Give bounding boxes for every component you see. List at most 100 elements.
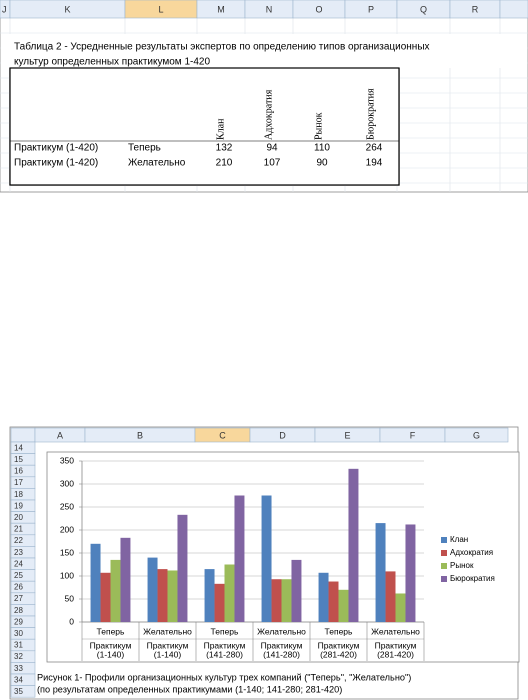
x-group-label: (1-140) — [97, 649, 125, 659]
table-cell: Теперь — [128, 143, 161, 154]
column-header-label: M — [217, 4, 225, 14]
table-title: культур определенных практикумом 1-420 — [14, 57, 210, 68]
x-group-label: (141-280) — [263, 649, 300, 659]
bar — [90, 543, 101, 622]
row-header-label: 33 — [14, 664, 23, 673]
table-cell: 94 — [266, 143, 278, 154]
y-tick-label: 300 — [60, 478, 74, 488]
y-tick-label: 150 — [60, 547, 74, 557]
bar — [318, 572, 329, 622]
x-group-label: (281-420) — [377, 649, 414, 659]
table-cell: Практикум (1-420) — [14, 158, 98, 169]
bar — [157, 569, 168, 622]
table-header: Клан — [215, 118, 226, 140]
column-header-label: K — [64, 4, 70, 14]
bar — [204, 569, 215, 622]
x-group-label: Практикум — [147, 640, 189, 650]
table-cell: 110 — [314, 143, 330, 154]
bar — [281, 579, 292, 622]
row-header-label: 35 — [14, 687, 23, 696]
row-header-label: 14 — [14, 443, 23, 452]
bar — [147, 557, 158, 622]
row-header-label: 15 — [14, 455, 23, 464]
y-tick-label: 200 — [60, 524, 74, 534]
legend-swatch — [441, 563, 447, 569]
column-header — [444, 427, 509, 443]
bar — [348, 468, 359, 622]
x-tick-label: Теперь — [97, 626, 125, 636]
row-header-label: 27 — [14, 594, 23, 603]
legend-label: Рынок — [450, 561, 474, 570]
x-group-label: (141-280) — [206, 649, 243, 659]
bar — [328, 581, 339, 622]
row-header-label: 24 — [14, 559, 23, 568]
table-cell: Желательно — [128, 158, 186, 169]
bar — [271, 579, 282, 622]
row-header-label: 32 — [14, 652, 23, 661]
table-cell: 194 — [366, 158, 383, 169]
figure-caption: (по результатам определенных практикумам… — [37, 684, 342, 694]
legend-swatch — [441, 537, 447, 543]
bar — [291, 559, 302, 622]
bar — [375, 523, 386, 622]
row-header-label: 30 — [14, 629, 23, 638]
y-tick-label: 350 — [60, 455, 74, 465]
row-header-label: 22 — [14, 536, 23, 545]
x-tick-label: Теперь — [211, 626, 239, 636]
x-group-label: Практикум — [204, 640, 246, 650]
x-tick-label: Желательно — [143, 626, 192, 636]
x-group-label: Практикум — [375, 640, 417, 650]
bar — [261, 495, 272, 622]
table-cell: 210 — [216, 158, 233, 169]
y-tick-label: 0 — [69, 616, 74, 626]
row-header — [10, 685, 36, 698]
bar — [405, 524, 416, 622]
y-tick-label: 100 — [60, 570, 74, 580]
table-header: Бюрократия — [365, 88, 376, 140]
x-group-label: Практикум — [261, 640, 303, 650]
table-cell: Практикум (1-420) — [14, 143, 98, 154]
column-header-label: J — [2, 4, 7, 14]
y-tick-label: 250 — [60, 501, 74, 511]
bar — [120, 537, 131, 622]
column-header-label: L — [158, 4, 163, 14]
row-header-label: 17 — [14, 478, 23, 487]
y-tick-label: 50 — [65, 593, 75, 603]
row-header-label: 26 — [14, 583, 23, 592]
row-header-label: 31 — [14, 641, 23, 650]
bar — [338, 589, 349, 622]
x-tick-label: Желательно — [371, 626, 420, 636]
row-header-label: 23 — [14, 548, 23, 557]
table-cell: 107 — [264, 158, 281, 169]
legend-label: Бюрократия — [450, 574, 495, 583]
legend-swatch — [441, 576, 447, 582]
row-header-label: 20 — [14, 513, 23, 522]
column-header-label: B — [137, 430, 143, 440]
bar — [234, 495, 245, 622]
table-title: Таблица 2 - Усредненные результаты экспе… — [14, 41, 430, 53]
bar — [110, 559, 121, 622]
table-cell: 132 — [216, 143, 233, 154]
legend-label: Клан — [450, 535, 468, 544]
column-header-label: O — [315, 4, 322, 14]
bar — [177, 514, 188, 622]
bar — [214, 583, 225, 622]
corner-header — [10, 427, 36, 443]
table-header: Адхократия — [263, 89, 274, 140]
figure-caption: Рисунок 1- Профили организационных культ… — [37, 672, 411, 682]
column-header-label: R — [472, 4, 479, 14]
table-cell: 264 — [366, 143, 383, 154]
bar — [224, 564, 235, 622]
row-header-label: 25 — [14, 571, 23, 580]
x-group-label: Практикум — [90, 640, 132, 650]
bar — [100, 572, 111, 622]
row-header-label: 28 — [14, 606, 23, 615]
table-cell: 90 — [316, 158, 328, 169]
column-header-label: A — [57, 430, 63, 440]
column-header-label: E — [344, 430, 350, 440]
row-header-label: 34 — [14, 675, 23, 684]
row-header-label: 18 — [14, 490, 23, 499]
column-header-label: D — [279, 430, 286, 440]
